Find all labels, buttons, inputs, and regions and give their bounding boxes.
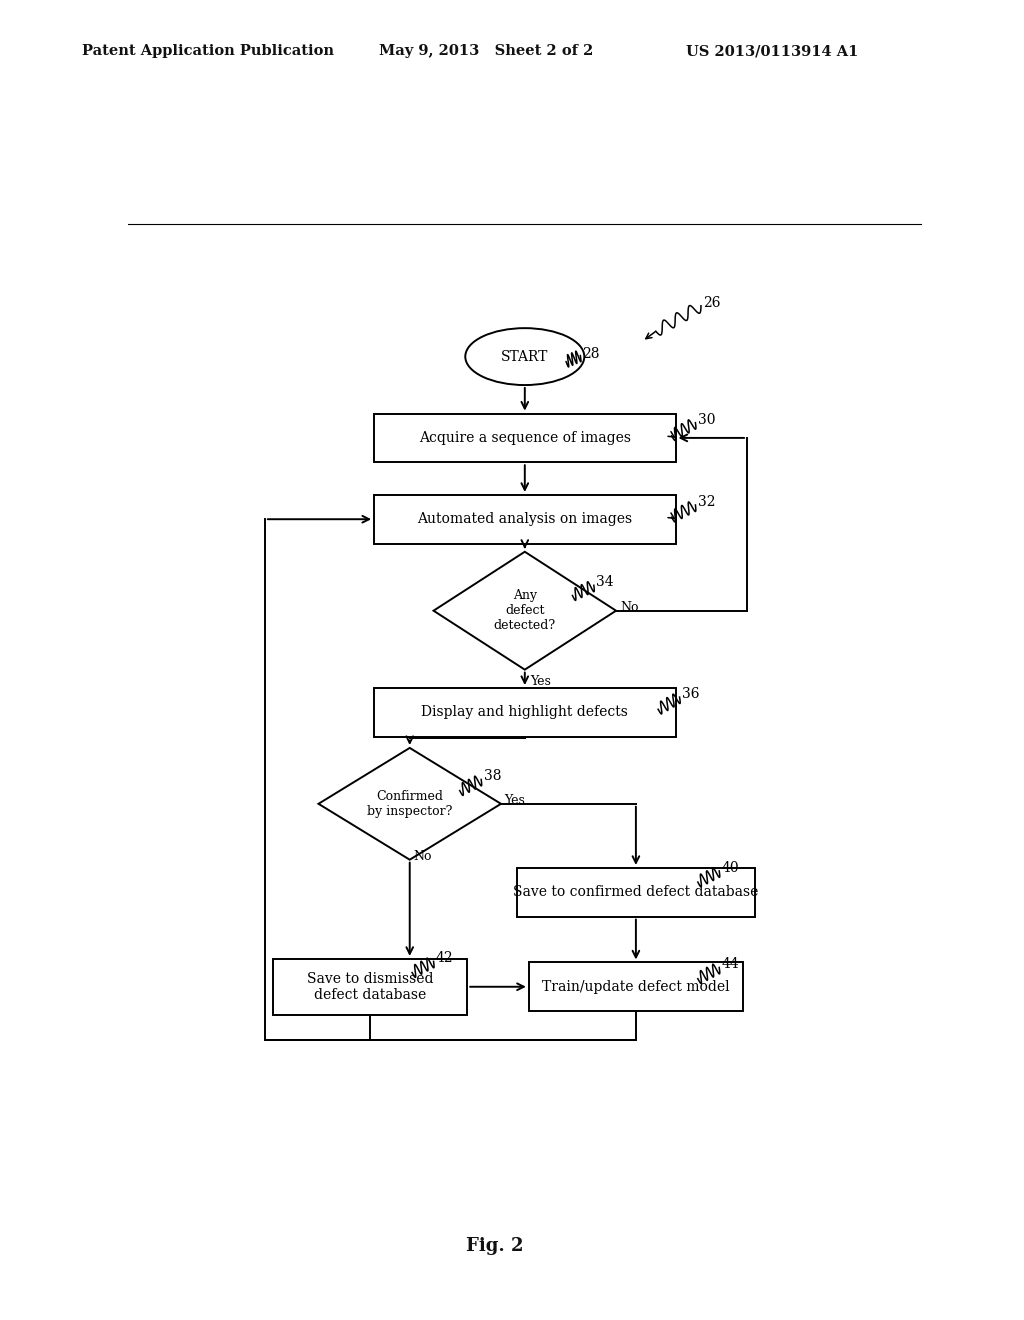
Text: Save to confirmed defect database: Save to confirmed defect database	[513, 886, 759, 899]
Text: 28: 28	[582, 347, 599, 360]
Bar	[374, 495, 676, 544]
Text: Patent Application Publication: Patent Application Publication	[82, 45, 334, 58]
Bar	[374, 688, 676, 737]
Text: 32: 32	[697, 495, 716, 510]
Bar	[374, 413, 676, 462]
Text: 44: 44	[722, 957, 739, 972]
Text: 36: 36	[682, 686, 699, 701]
Text: 38: 38	[483, 770, 501, 783]
Text: Save to dismissed
defect database: Save to dismissed defect database	[307, 972, 433, 1002]
Text: Acquire a sequence of images: Acquire a sequence of images	[419, 430, 631, 445]
Ellipse shape	[465, 329, 585, 385]
Text: Display and highlight defects: Display and highlight defects	[421, 705, 629, 719]
Text: No: No	[620, 601, 639, 614]
Bar	[272, 958, 467, 1015]
Text: 30: 30	[697, 413, 716, 426]
Text: 42: 42	[436, 952, 454, 965]
Text: Yes: Yes	[504, 795, 525, 808]
Text: May 9, 2013   Sheet 2 of 2: May 9, 2013 Sheet 2 of 2	[379, 45, 593, 58]
Text: US 2013/0113914 A1: US 2013/0113914 A1	[686, 45, 858, 58]
Text: No: No	[414, 850, 432, 862]
Text: 34: 34	[596, 576, 613, 589]
Text: Any
defect
detected?: Any defect detected?	[494, 589, 556, 632]
Text: 26: 26	[703, 296, 721, 310]
Text: 40: 40	[722, 861, 739, 875]
Text: Train/update defect model: Train/update defect model	[542, 979, 730, 994]
Text: Yes: Yes	[530, 675, 551, 688]
Text: Automated analysis on images: Automated analysis on images	[417, 512, 633, 527]
Text: Confirmed
by inspector?: Confirmed by inspector?	[367, 789, 453, 818]
Bar	[528, 962, 743, 1011]
Bar	[517, 867, 755, 916]
Text: START: START	[501, 350, 549, 363]
Polygon shape	[433, 552, 616, 669]
Text: Fig. 2: Fig. 2	[466, 1237, 523, 1255]
Polygon shape	[318, 748, 501, 859]
